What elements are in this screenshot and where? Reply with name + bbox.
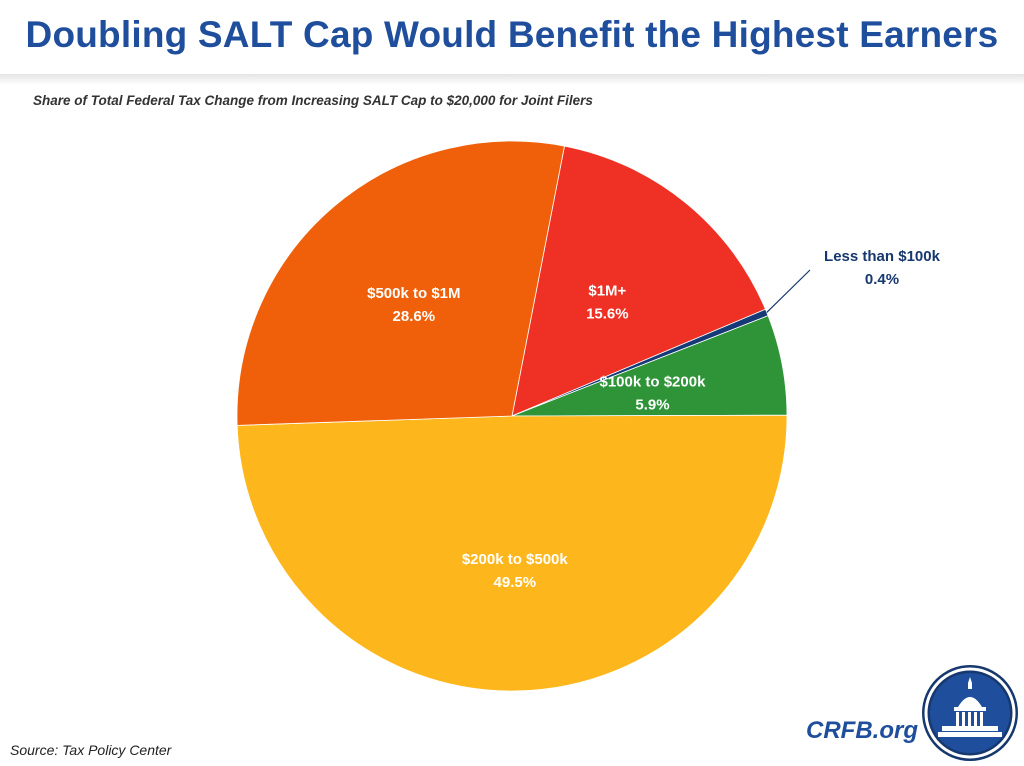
pie-slice-500k-to-1m [236,140,565,426]
pie-slices [236,140,788,692]
slice-value-label: 5.9% [635,396,669,413]
slice-label-1m: $1M+ 15.6% [586,283,629,323]
pie-slice-200k-to-500k [236,414,788,692]
pie-slice-1m [511,145,766,417]
pie-labels: $1M+ 15.6% Less than $100k 0.4% $100k to $20… [367,248,940,591]
callout-leader-line [766,269,811,313]
slice-value-label: 0.4% [865,271,899,288]
slice-category-label: $1M+ [588,283,626,300]
slice-category-label: Less than $100k [824,248,941,265]
slice-label-100k-to-200k: $100k to $200k 5.9% [600,373,707,413]
slice-category-label: $200k to $500k [462,551,569,568]
chart-title: Doubling SALT Cap Would Benefit the High… [25,14,999,55]
chart-subtitle: Share of Total Federal Tax Change from I… [33,93,593,108]
slice-value-label: 28.6% [393,308,436,325]
slice-label-200k-to-500k: $200k to $500k 49.5% [462,551,569,591]
source-note: Source: Tax Policy Center [10,742,172,758]
title-divider [0,74,1024,85]
capitol-dome-seal-icon [922,665,1018,761]
slice-label-less-than-100k: Less than $100k 0.4% [824,248,941,288]
slice-value-label: 49.5% [494,574,537,591]
slice-value-label: 15.6% [586,306,629,323]
slice-category-label: $500k to $1M [367,285,460,302]
site-link[interactable]: CRFB.org [806,717,918,744]
slice-label-500k-to-1m: $500k to $1M 28.6% [367,285,460,325]
slice-category-label: $100k to $200k [600,373,707,390]
